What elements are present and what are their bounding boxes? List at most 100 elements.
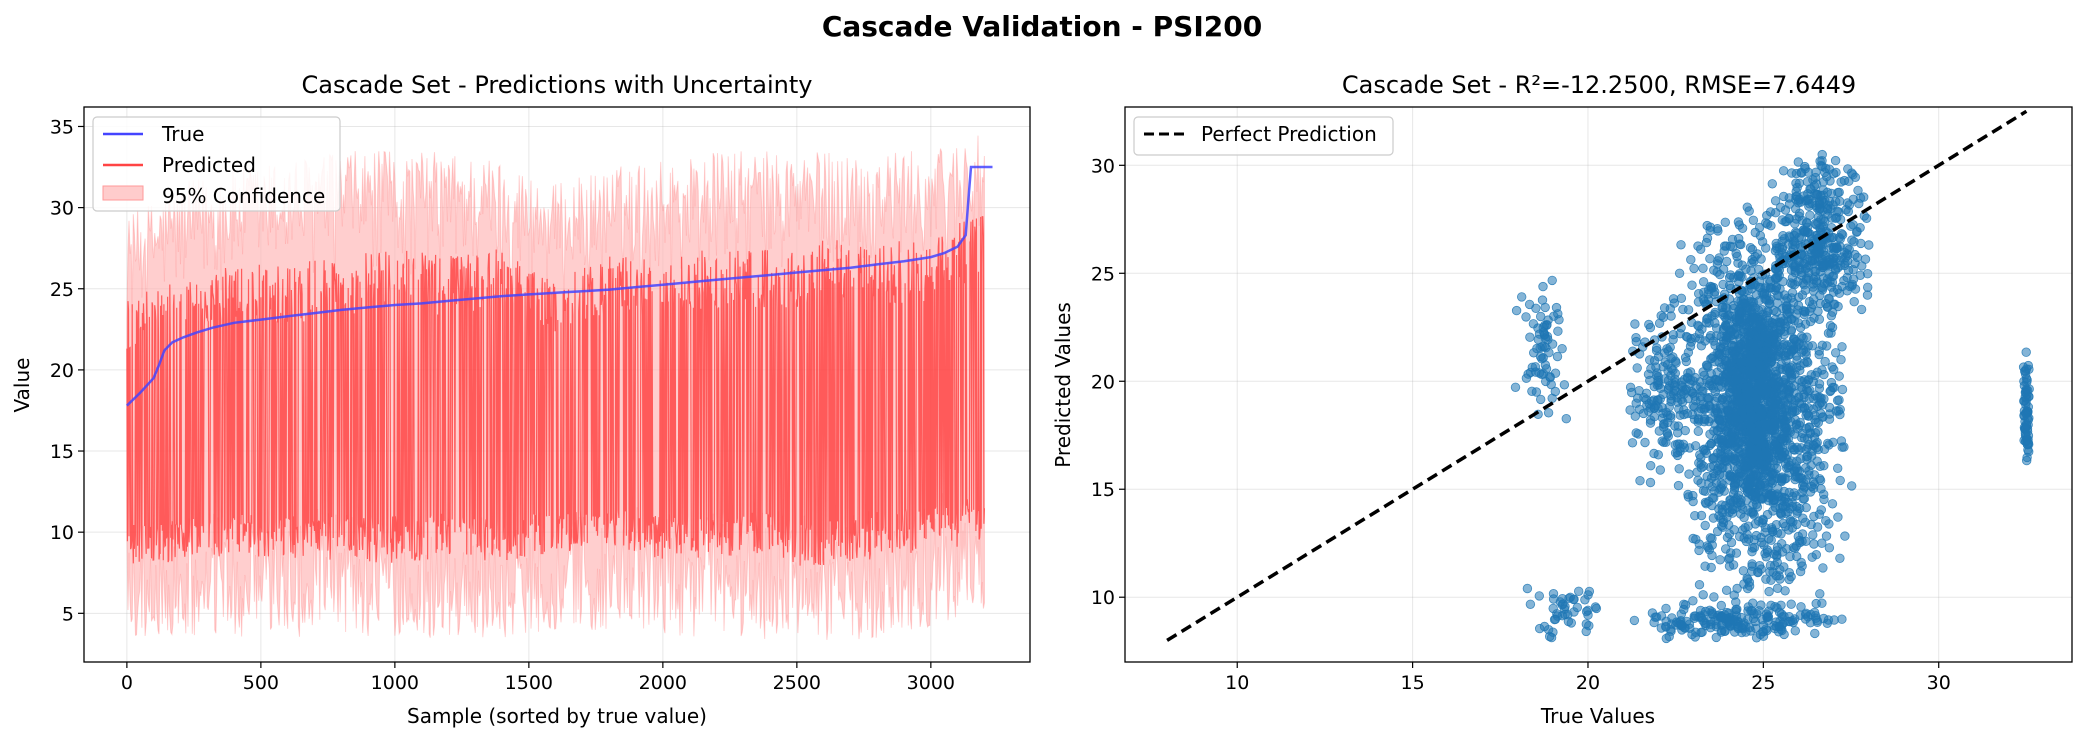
scatter-point — [1751, 478, 1762, 488]
scatter-point — [1521, 312, 1531, 322]
scatter-point — [1813, 242, 1824, 252]
scatter-point — [1747, 244, 1758, 255]
scatter-point — [1724, 272, 1735, 283]
scatter-point — [1821, 341, 1832, 351]
scatter-point — [1583, 590, 1593, 600]
scatter-point — [1734, 239, 1745, 249]
scatter-point — [1720, 217, 1731, 228]
scatter-point — [1717, 504, 1728, 515]
scatter-point — [1730, 455, 1741, 466]
scatter-point — [1694, 612, 1704, 622]
scatter-point — [1836, 177, 1846, 187]
scatter-point — [1695, 377, 1705, 387]
scatter-point — [1808, 440, 1819, 450]
scatter-point — [1761, 311, 1772, 321]
scatter-point — [1789, 488, 1799, 498]
scatter-point — [1829, 615, 1839, 625]
scatter-point — [1638, 408, 1649, 419]
scatter-point — [1676, 240, 1686, 250]
scatter-point — [1832, 463, 1843, 474]
scatter-point — [1829, 299, 1840, 309]
scatter-point — [1672, 428, 1683, 438]
left-y-tick-label: 30 — [50, 198, 74, 220]
scatter-point — [1533, 323, 1543, 333]
scatter-point — [1662, 417, 1673, 428]
scatter-point — [1552, 351, 1563, 362]
scatter-point — [1698, 461, 1709, 471]
scatter-point — [1762, 210, 1772, 221]
scatter-point — [1783, 388, 1794, 398]
scatter-point — [1835, 404, 1845, 415]
scatter-point — [1812, 276, 1822, 286]
scatter-point — [1794, 392, 1804, 402]
scatter-point — [1704, 381, 1715, 391]
scatter-point — [1807, 198, 1818, 208]
right-plot-frame — [1124, 106, 2073, 663]
scatter-point — [1815, 408, 1826, 419]
scatter-point — [1698, 590, 1708, 600]
scatter-point — [2020, 408, 2031, 419]
left-x-tick-label: 500 — [243, 672, 279, 694]
scatter-point — [1645, 418, 1656, 428]
scatter-point — [1777, 343, 1788, 353]
scatter-point — [1793, 531, 1804, 542]
scatter-point — [1786, 599, 1796, 609]
scatter-point — [1712, 465, 1723, 476]
scatter-point — [1781, 423, 1792, 433]
scatter-point — [1645, 461, 1656, 471]
scatter-point — [1814, 474, 1825, 484]
legend-predicted-label: Predicted — [162, 153, 256, 177]
scatter-point — [1510, 382, 1521, 393]
scatter-point — [1655, 383, 1666, 394]
scatter-point — [1747, 457, 1757, 468]
scatter-point — [1785, 440, 1795, 450]
scatter-point — [1743, 606, 1753, 616]
right-axis-ticks: 10 15 20 25 30 10 15 20 25 30 — [1091, 155, 1951, 694]
scatter-point — [1760, 283, 1770, 294]
scatter-point — [1709, 265, 1719, 275]
scatter-point — [1811, 266, 1821, 277]
left-legend-box — [92, 116, 341, 212]
scatter-point — [1826, 188, 1837, 199]
scatter-point — [1640, 437, 1650, 448]
scatter-point — [1802, 227, 1813, 237]
scatter-point — [1721, 392, 1731, 402]
scatter-point — [1821, 531, 1832, 541]
scatter-point — [1651, 343, 1662, 353]
legend-confidence-swatch — [102, 185, 144, 201]
scatter-point — [1686, 333, 1696, 344]
left-x-tick-label: 0 — [121, 672, 133, 694]
scatter-point — [1750, 227, 1761, 238]
scatter-point — [1687, 629, 1697, 640]
scatter-point — [1767, 322, 1778, 332]
scatter-point — [1755, 322, 1765, 333]
scatter-point — [1803, 188, 1813, 199]
scatter-point — [1757, 494, 1768, 504]
scatter-point — [1746, 306, 1757, 317]
scatter-point — [1792, 519, 1802, 530]
scatter-point — [1837, 342, 1847, 352]
scatter-point — [1792, 182, 1802, 193]
scatter-point — [1806, 481, 1817, 492]
scatter-point — [1772, 489, 1782, 499]
scatter-point — [1738, 294, 1749, 304]
scatter-point — [1794, 420, 1805, 430]
scatter-point — [1731, 413, 1741, 424]
scatter-point — [1765, 397, 1776, 408]
right-plot-data — [1166, 109, 2034, 644]
scatter-point — [1715, 513, 1726, 524]
scatter-point — [1511, 305, 1522, 316]
scatter-point — [1700, 520, 1710, 531]
right-legend: Perfect Prediction — [1133, 116, 1394, 156]
right-x-axis-label: True Values — [1540, 704, 1655, 728]
scatter-point — [1751, 469, 1762, 479]
scatter-point — [1535, 394, 1546, 405]
scatter-point — [1795, 454, 1806, 464]
legend-confidence-label: 95% Confidence — [162, 184, 325, 208]
scatter-point — [1678, 304, 1688, 315]
scatter-point — [1807, 552, 1817, 562]
scatter-point — [1694, 545, 1704, 556]
scatter-point — [1795, 194, 1805, 205]
scatter-point — [1720, 355, 1731, 366]
